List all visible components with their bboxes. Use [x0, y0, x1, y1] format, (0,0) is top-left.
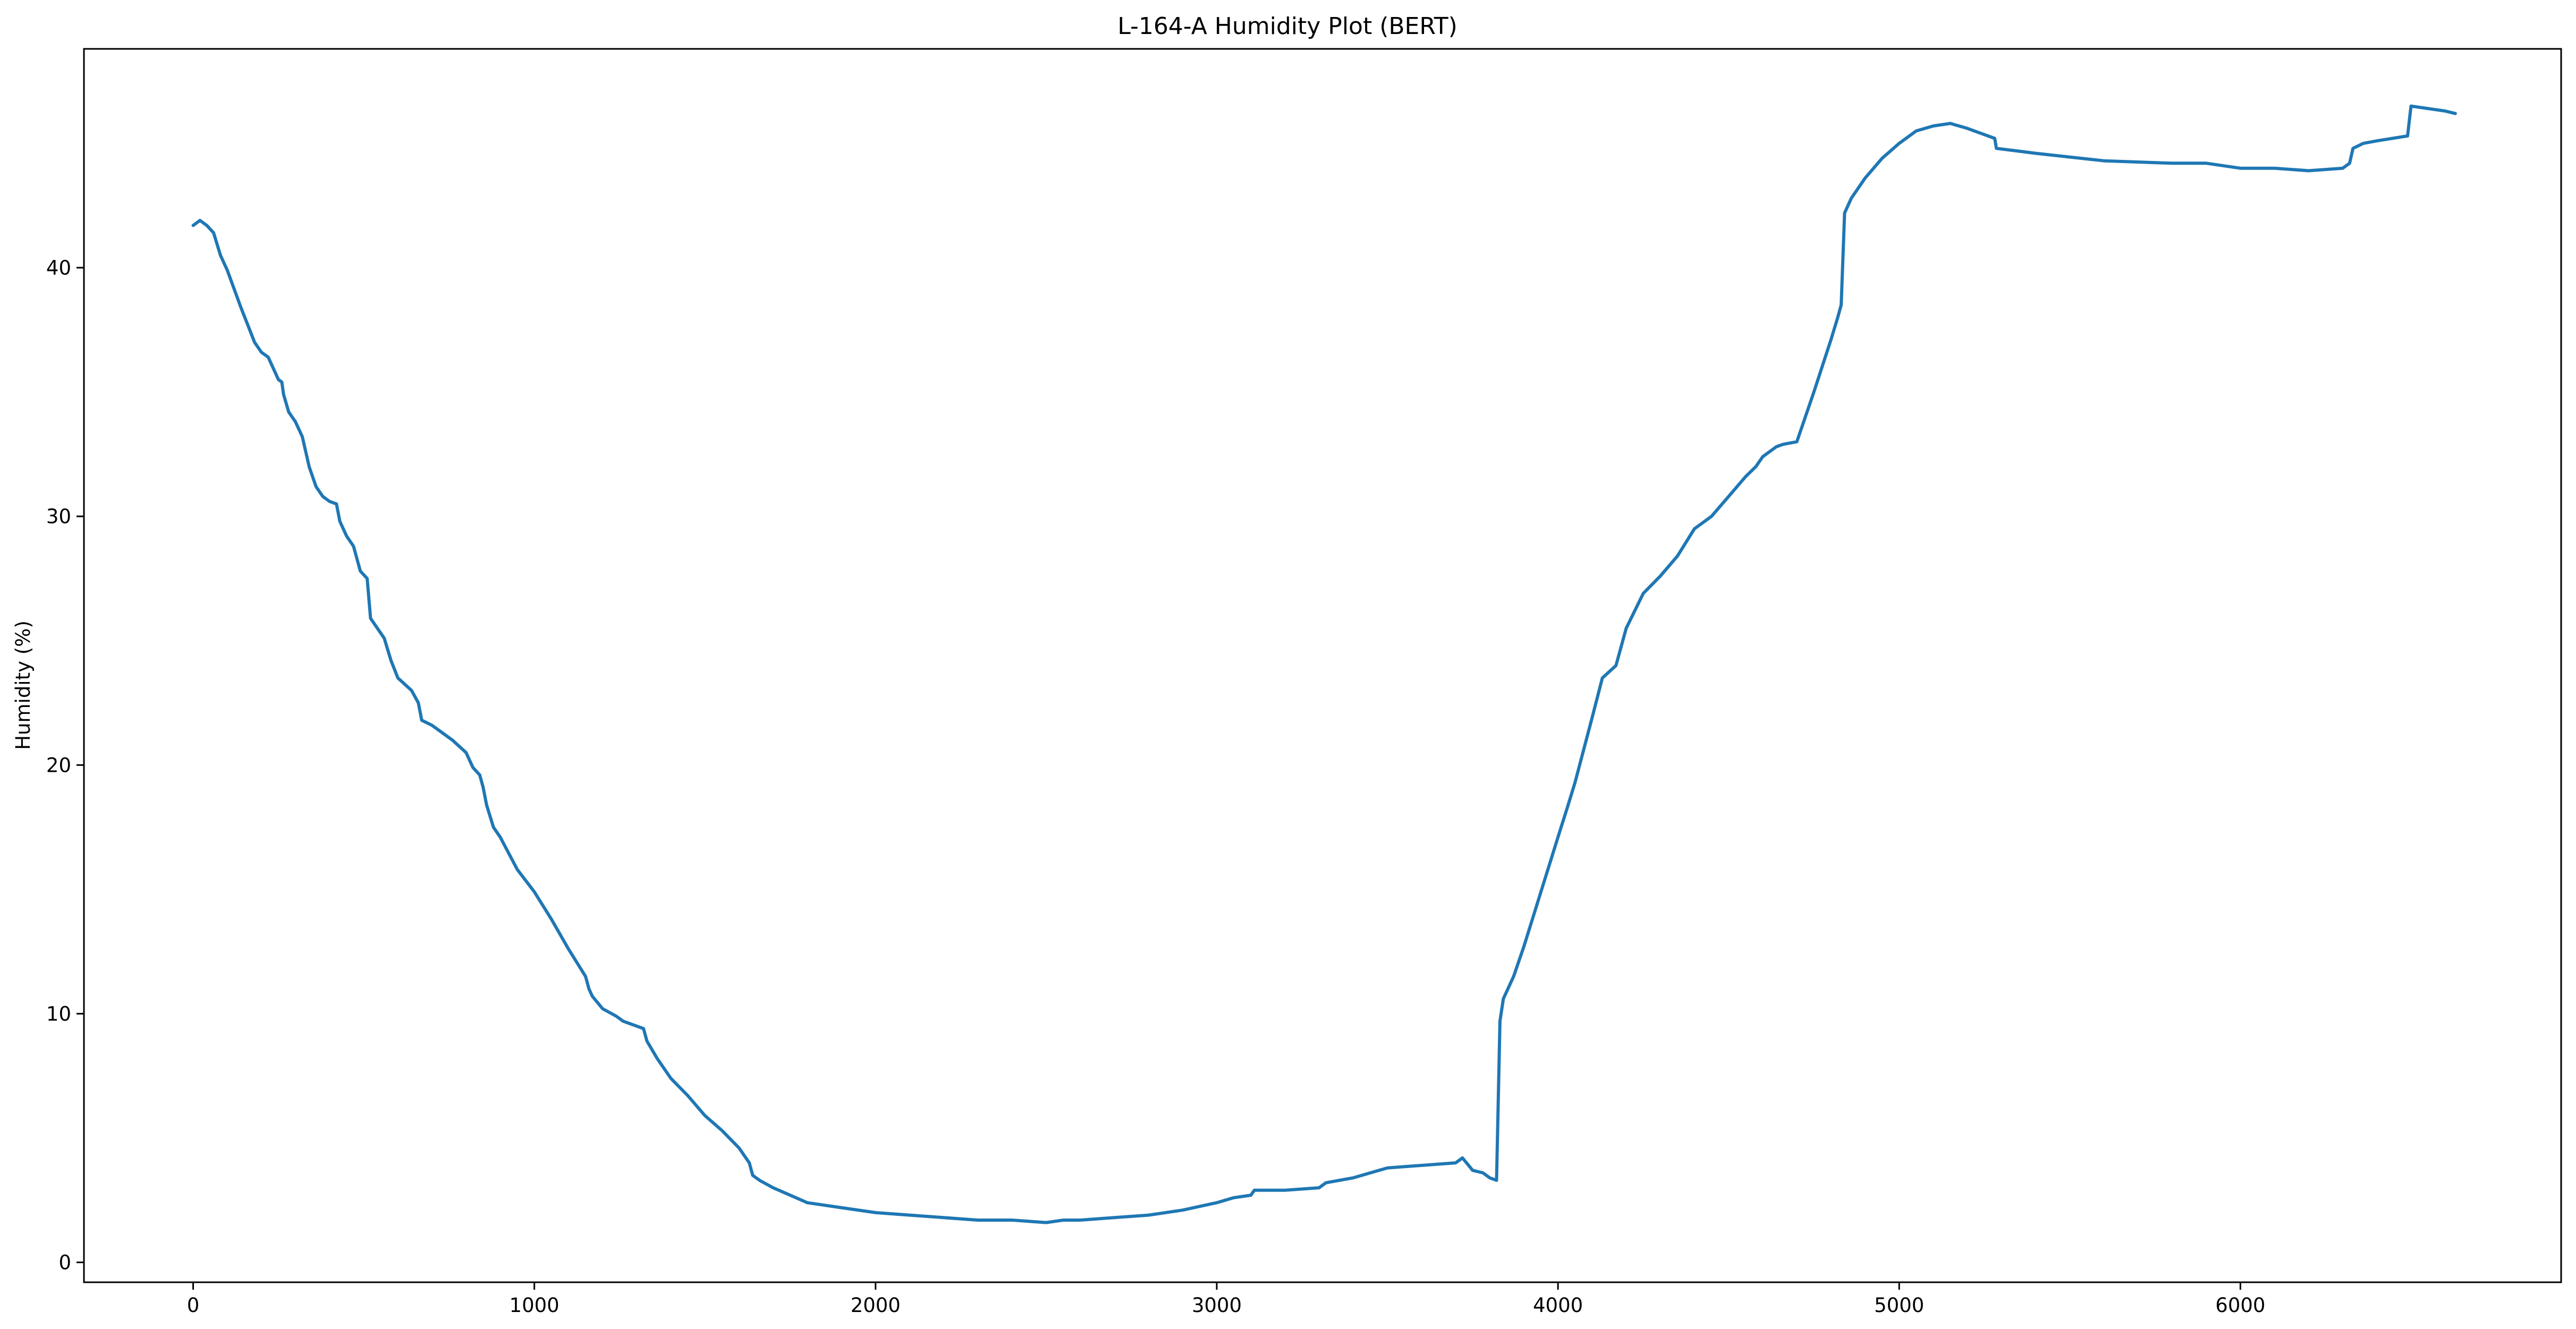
y-tick-label: 0: [58, 1251, 71, 1274]
series-line-0: [191, 104, 2457, 1224]
plot-area: 0 1000 2000 3000 4000 5000 6000 0 10 20 30 40: [46, 48, 2562, 1317]
y-tick-label: 20: [46, 754, 71, 777]
x-tick-label: 3000: [1192, 1294, 1242, 1317]
x-tick-label: 1000: [510, 1294, 560, 1317]
y-tick-label: 10: [46, 1002, 71, 1025]
x-tick-label: 4000: [1533, 1294, 1583, 1317]
x-tick-label: 0: [187, 1294, 200, 1317]
y-tick-label: 40: [46, 257, 71, 279]
axes-frame: [83, 48, 2562, 1283]
x-tick-label: 2000: [851, 1294, 901, 1317]
x-tick-label: 5000: [1874, 1294, 1924, 1317]
x-tick-label: 6000: [2215, 1294, 2265, 1317]
y-axis-title: Humidity (%): [12, 620, 35, 750]
y-tick-label: 30: [46, 505, 71, 528]
chart-title: L-164-A Humidity Plot (BERT): [1117, 13, 1458, 40]
